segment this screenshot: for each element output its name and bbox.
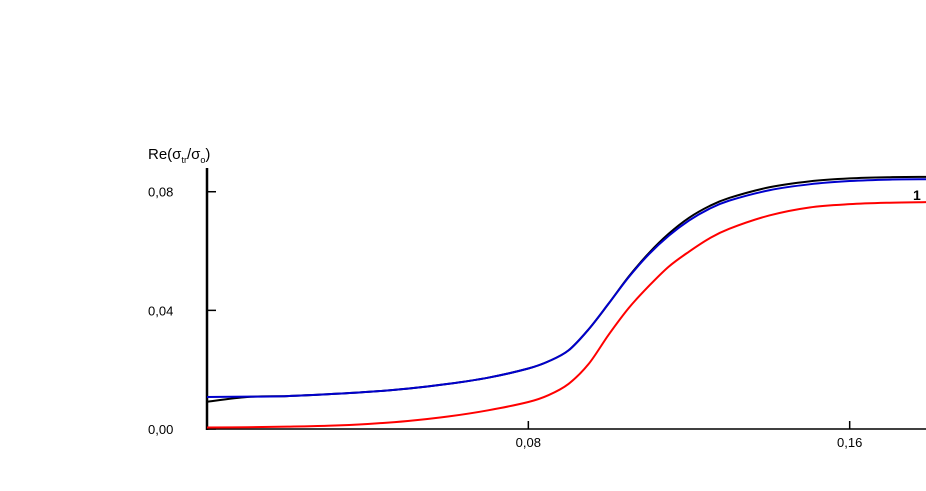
series-line-blue bbox=[206, 178, 926, 398]
x-axis-ticks: 0,08 0,16 bbox=[516, 421, 862, 450]
y-axis-ticks: 0,00 0,04 0,08 bbox=[148, 185, 216, 437]
series-line-red bbox=[206, 201, 926, 429]
y-tick-label: 0,00 bbox=[148, 422, 173, 437]
x-tick-label: 0,16 bbox=[837, 435, 862, 450]
y-tick-label: 0,04 bbox=[148, 303, 173, 318]
plot-area: 0,00 0,04 0,08 0,08 0,16 bbox=[148, 168, 926, 450]
y-axis-label: Re(σtr/σo) bbox=[148, 146, 210, 165]
y-tick-label: 0,08 bbox=[148, 185, 173, 200]
x-tick-label: 0,08 bbox=[516, 435, 541, 450]
series-layer bbox=[206, 175, 926, 429]
curve-label: 1 bbox=[913, 187, 921, 203]
series-line-black bbox=[206, 175, 926, 403]
